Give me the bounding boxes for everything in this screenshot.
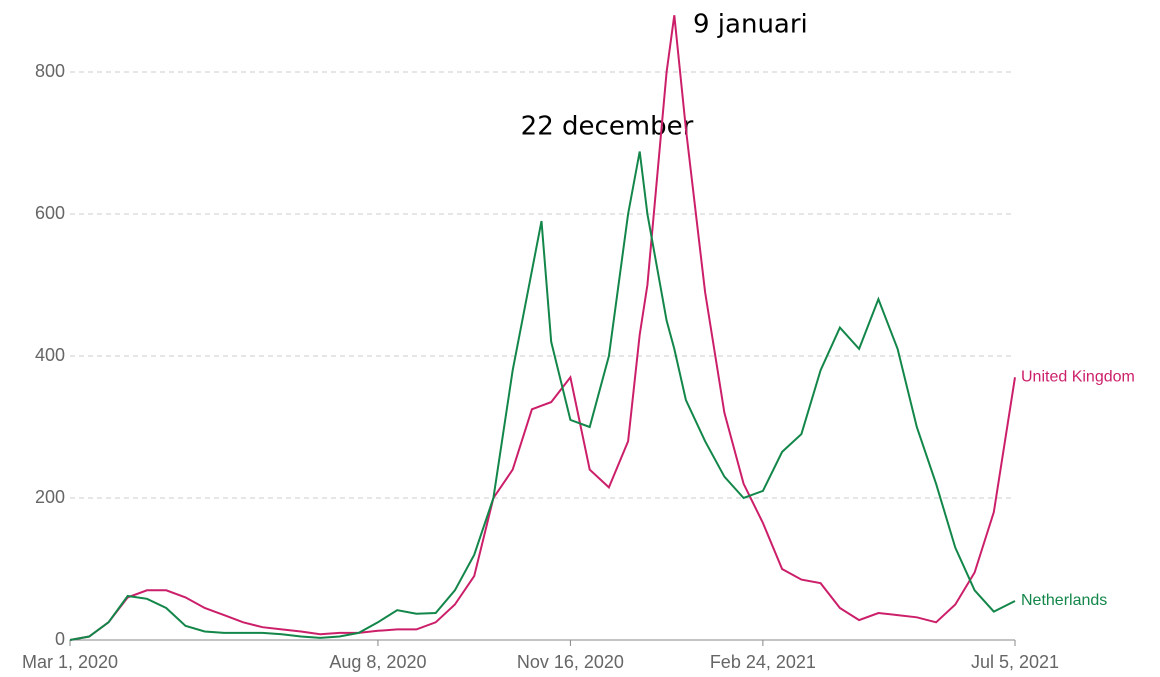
x-tick-label: Jul 5, 2021: [971, 652, 1059, 672]
annotation: 9 januari: [693, 10, 808, 40]
series-line: [69, 15, 1016, 641]
series-line: [69, 151, 1016, 641]
y-tick-label: 600: [35, 203, 65, 223]
x-tick-label: Mar 1, 2020: [22, 652, 118, 672]
y-tick-label: 0: [55, 629, 65, 649]
x-tick-label: Nov 16, 2020: [517, 652, 624, 672]
legend-label: United Kingdom: [1021, 369, 1135, 386]
x-tick-label: Aug 8, 2020: [329, 652, 426, 672]
y-tick-label: 800: [35, 61, 65, 81]
y-tick-label: 400: [35, 345, 65, 365]
x-tick-label: Feb 24, 2021: [710, 652, 816, 672]
y-tick-label: 200: [35, 487, 65, 507]
annotation: 22 december: [521, 112, 694, 142]
legend-label: Netherlands: [1021, 592, 1107, 609]
